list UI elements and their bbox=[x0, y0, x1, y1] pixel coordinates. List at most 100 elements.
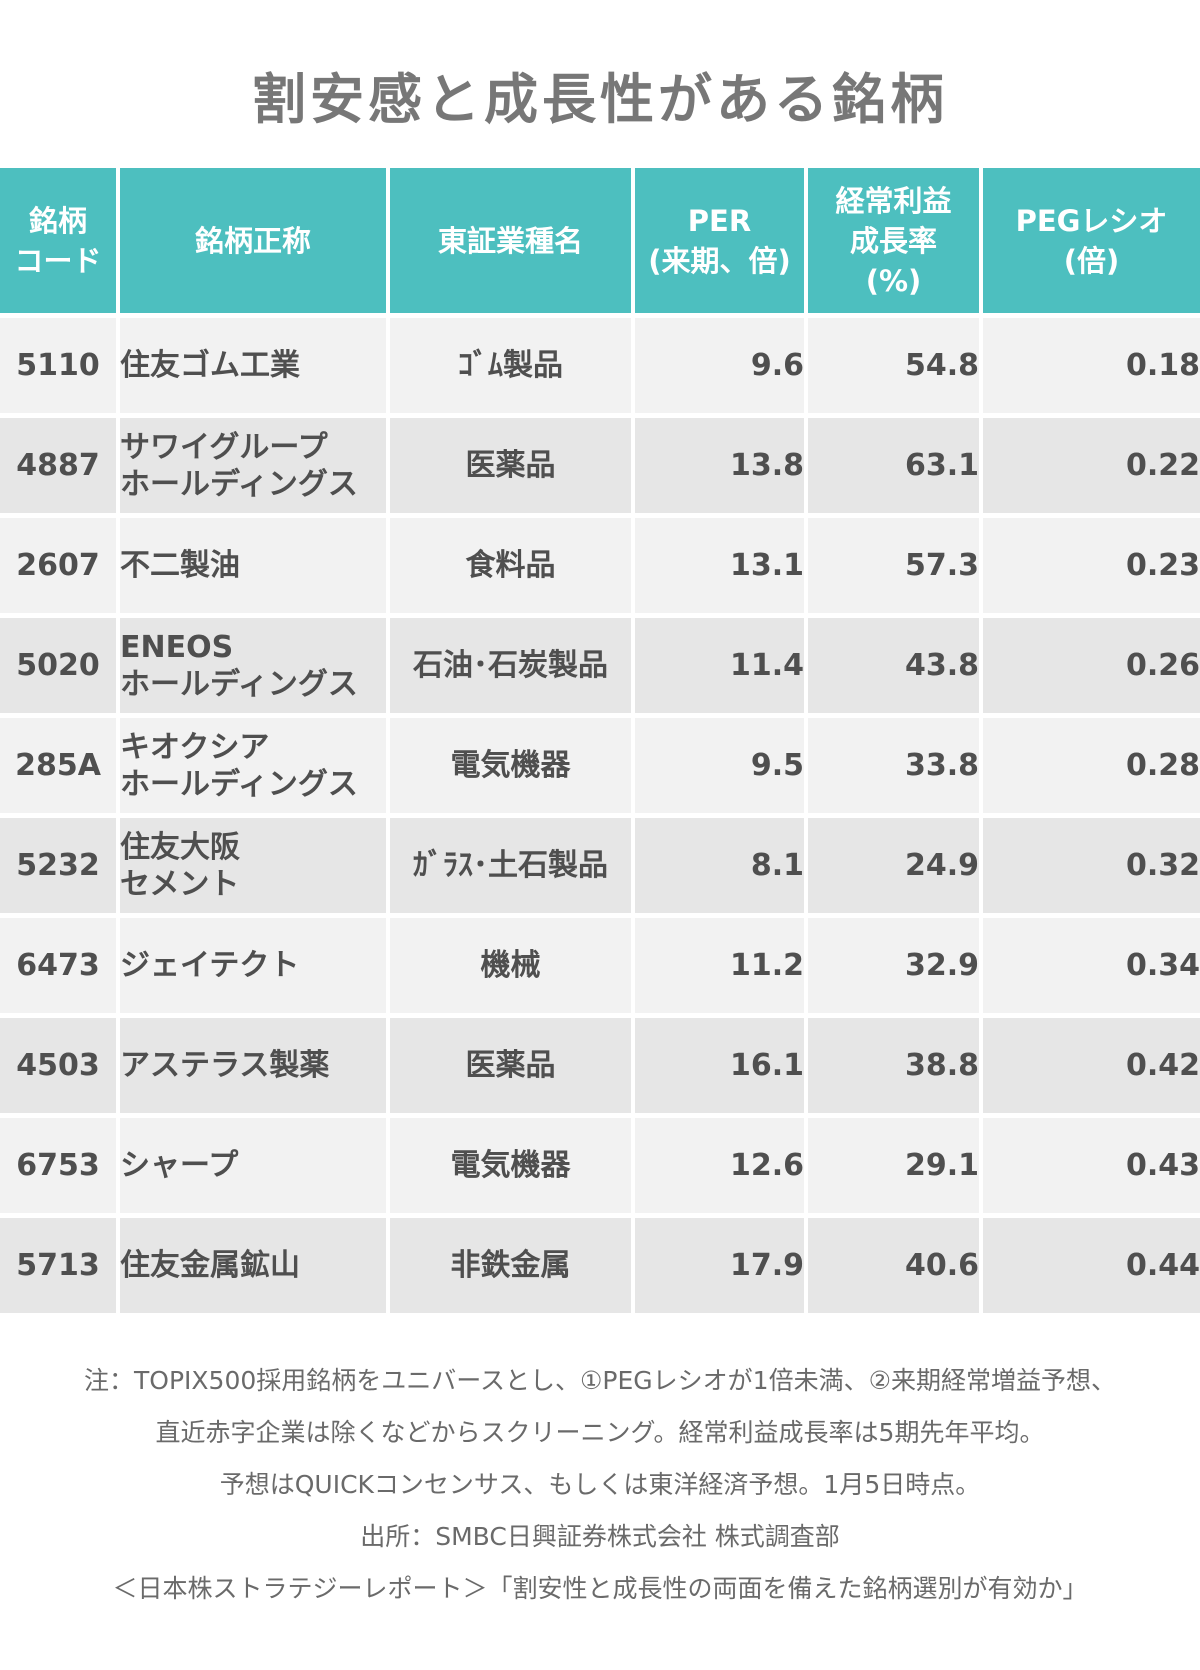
footnotes: 注：TOPIX500採用銘柄をユニバースとし、①PEGレシオが1倍未満、②来期経… bbox=[0, 1355, 1200, 1615]
header-line: 東証業種名 bbox=[437, 223, 583, 258]
header-line: PER bbox=[687, 203, 752, 238]
cell-per: 17.9 bbox=[631, 1215, 808, 1318]
cell-growth: 63.1 bbox=[804, 415, 983, 518]
table-header-row: 銘柄 コード 銘柄正称 東証業種名 PER (来期、倍) 経常利益 成長率 (%) PEGレシオ (… bbox=[0, 168, 1200, 318]
cell-per: 11.2 bbox=[631, 915, 808, 1018]
cell-per: 12.6 bbox=[631, 1115, 808, 1218]
cell-code: 285A bbox=[0, 715, 120, 818]
table-row: 6473 ジェイテクト 機械 11.2 32.9 0.34 bbox=[0, 915, 1200, 1018]
header-sector: 東証業種名 bbox=[386, 168, 635, 318]
table-row: 5020 ENEOS ホールディングス 石油･石炭製品 11.4 43.8 0.26 bbox=[0, 615, 1200, 718]
cell-per: 13.8 bbox=[631, 415, 808, 518]
cell-peg: 0.44 bbox=[979, 1215, 1200, 1318]
table-row: 5713 住友金属鉱山 非鉄金属 17.9 40.6 0.44 bbox=[0, 1215, 1200, 1318]
header-code: 銘柄 コード bbox=[0, 168, 120, 318]
table-row: 6753 シャープ 電気機器 12.6 29.1 0.43 bbox=[0, 1115, 1200, 1218]
cell-name: シャープ bbox=[116, 1115, 390, 1218]
header-line: 成長率 bbox=[849, 223, 937, 258]
table-row: 4503 アステラス製薬 医薬品 16.1 38.8 0.42 bbox=[0, 1015, 1200, 1118]
cell-per: 9.6 bbox=[631, 315, 808, 418]
cell-sector: 機械 bbox=[386, 915, 635, 1018]
name-line: 住友金属鉱山 bbox=[120, 1248, 300, 1283]
note-line: 予想はQUICKコンセンサス、もしくは東洋経済予想。1月5日時点。 bbox=[219, 1470, 981, 1499]
cell-per: 13.1 bbox=[631, 515, 808, 618]
table-row: 5232 住友大阪 セメント ｶﾞﾗｽ･土石製品 8.1 24.9 0.32 bbox=[0, 815, 1200, 918]
cell-growth: 32.9 bbox=[804, 915, 983, 1018]
cell-sector: 電気機器 bbox=[386, 715, 635, 818]
note-line: ＜日本株ストラテジーレポート＞「割安性と成長性の両面を備えた銘柄選別が有効か」 bbox=[112, 1574, 1088, 1603]
header-line: (%) bbox=[865, 263, 922, 298]
cell-code: 4503 bbox=[0, 1015, 120, 1118]
header-per: PER (来期、倍) bbox=[631, 168, 808, 318]
cell-sector: 非鉄金属 bbox=[386, 1215, 635, 1318]
cell-growth: 24.9 bbox=[804, 815, 983, 918]
name-line: アステラス製薬 bbox=[120, 1048, 330, 1083]
cell-name: アステラス製薬 bbox=[116, 1015, 390, 1118]
cell-name: 住友ゴム工業 bbox=[116, 315, 390, 418]
cell-code: 5020 bbox=[0, 615, 120, 718]
cell-code: 6473 bbox=[0, 915, 120, 1018]
name-line: ジェイテクト bbox=[120, 948, 300, 983]
cell-sector: ｺﾞﾑ製品 bbox=[386, 315, 635, 418]
name-line: サワイグループ bbox=[120, 429, 328, 465]
cell-per: 11.4 bbox=[631, 615, 808, 718]
note-line: 注：TOPIX500採用銘柄をユニバースとし、①PEGレシオが1倍未満、②来期経… bbox=[84, 1366, 1116, 1395]
cell-code: 4887 bbox=[0, 415, 120, 518]
cell-sector: 電気機器 bbox=[386, 1115, 635, 1218]
name-line: ホールディングス bbox=[120, 466, 358, 502]
name-line: セメント bbox=[120, 866, 240, 902]
cell-growth: 38.8 bbox=[804, 1015, 983, 1118]
header-line: (倍) bbox=[1063, 243, 1120, 278]
cell-growth: 57.3 bbox=[804, 515, 983, 618]
cell-per: 8.1 bbox=[631, 815, 808, 918]
header-line: 経常利益 bbox=[835, 183, 952, 218]
cell-per: 9.5 bbox=[631, 715, 808, 818]
header-line: 銘柄 bbox=[28, 203, 87, 238]
table-row: 5110 住友ゴム工業 ｺﾞﾑ製品 9.6 54.8 0.18 bbox=[0, 315, 1200, 418]
cell-code: 2607 bbox=[0, 515, 120, 618]
name-line: ホールディングス bbox=[120, 666, 358, 702]
cell-growth: 29.1 bbox=[804, 1115, 983, 1218]
cell-peg: 0.34 bbox=[979, 915, 1200, 1018]
cell-name: ENEOS ホールディングス bbox=[116, 615, 390, 718]
cell-peg: 0.42 bbox=[979, 1015, 1200, 1118]
cell-name: ジェイテクト bbox=[116, 915, 390, 1018]
cell-per: 16.1 bbox=[631, 1015, 808, 1118]
header-line: コード bbox=[14, 243, 102, 278]
cell-code: 5713 bbox=[0, 1215, 120, 1318]
note-line: 直近赤字企業は除くなどからスクリーニング。経常利益成長率は5期先年平均。 bbox=[155, 1418, 1045, 1447]
cell-peg: 0.18 bbox=[979, 315, 1200, 418]
name-line: 住友大阪 bbox=[120, 829, 240, 865]
cell-peg: 0.22 bbox=[979, 415, 1200, 518]
cell-peg: 0.23 bbox=[979, 515, 1200, 618]
table-row: 2607 不二製油 食料品 13.1 57.3 0.23 bbox=[0, 515, 1200, 618]
cell-sector: 食料品 bbox=[386, 515, 635, 618]
note-line: 出所：SMBC日興証券株式会社 株式調査部 bbox=[360, 1522, 840, 1551]
header-line: 銘柄正称 bbox=[194, 223, 311, 258]
header-line: (来期、倍) bbox=[648, 243, 791, 278]
table-body: 5110 住友ゴム工業 ｺﾞﾑ製品 9.6 54.8 0.18 4887 サワイグループ ホール… bbox=[0, 315, 1200, 1318]
cell-code: 5110 bbox=[0, 315, 120, 418]
table-row: 285A キオクシア ホールディングス 電気機器 9.5 33.8 0.28 bbox=[0, 715, 1200, 818]
cell-growth: 33.8 bbox=[804, 715, 983, 818]
cell-sector: 医薬品 bbox=[386, 415, 635, 518]
cell-sector: ｶﾞﾗｽ･土石製品 bbox=[386, 815, 635, 918]
name-line: 不二製油 bbox=[120, 548, 240, 583]
header-name: 銘柄正称 bbox=[116, 168, 390, 318]
cell-name: サワイグループ ホールディングス bbox=[116, 415, 390, 518]
table-row: 4887 サワイグループ ホールディングス 医薬品 13.8 63.1 0.22 bbox=[0, 415, 1200, 518]
cell-growth: 40.6 bbox=[804, 1215, 983, 1318]
cell-peg: 0.28 bbox=[979, 715, 1200, 818]
name-line: ENEOS bbox=[120, 629, 234, 665]
name-line: ホールディングス bbox=[120, 766, 358, 802]
header-growth: 経常利益成長率 (%) bbox=[804, 168, 983, 318]
cell-sector: 石油･石炭製品 bbox=[386, 615, 635, 718]
cell-code: 6753 bbox=[0, 1115, 120, 1218]
name-line: 住友ゴム工業 bbox=[120, 348, 300, 383]
cell-name: 住友金属鉱山 bbox=[116, 1215, 390, 1318]
cell-name: 不二製油 bbox=[116, 515, 390, 618]
cell-peg: 0.26 bbox=[979, 615, 1200, 718]
cell-sector: 医薬品 bbox=[386, 1015, 635, 1118]
cell-name: 住友大阪 セメント bbox=[116, 815, 390, 918]
name-line: シャープ bbox=[120, 1148, 239, 1183]
